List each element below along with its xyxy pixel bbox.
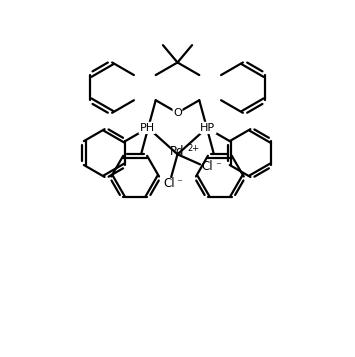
Text: 2+: 2+ xyxy=(187,144,200,152)
Text: ⁻: ⁻ xyxy=(215,161,221,171)
Text: Cl: Cl xyxy=(201,160,213,173)
Text: PH: PH xyxy=(140,123,155,133)
Text: Cl: Cl xyxy=(164,177,175,190)
Text: O: O xyxy=(173,108,182,118)
Text: Pd: Pd xyxy=(170,145,185,158)
Text: HP: HP xyxy=(200,123,215,133)
Text: ⁻: ⁻ xyxy=(176,178,182,188)
